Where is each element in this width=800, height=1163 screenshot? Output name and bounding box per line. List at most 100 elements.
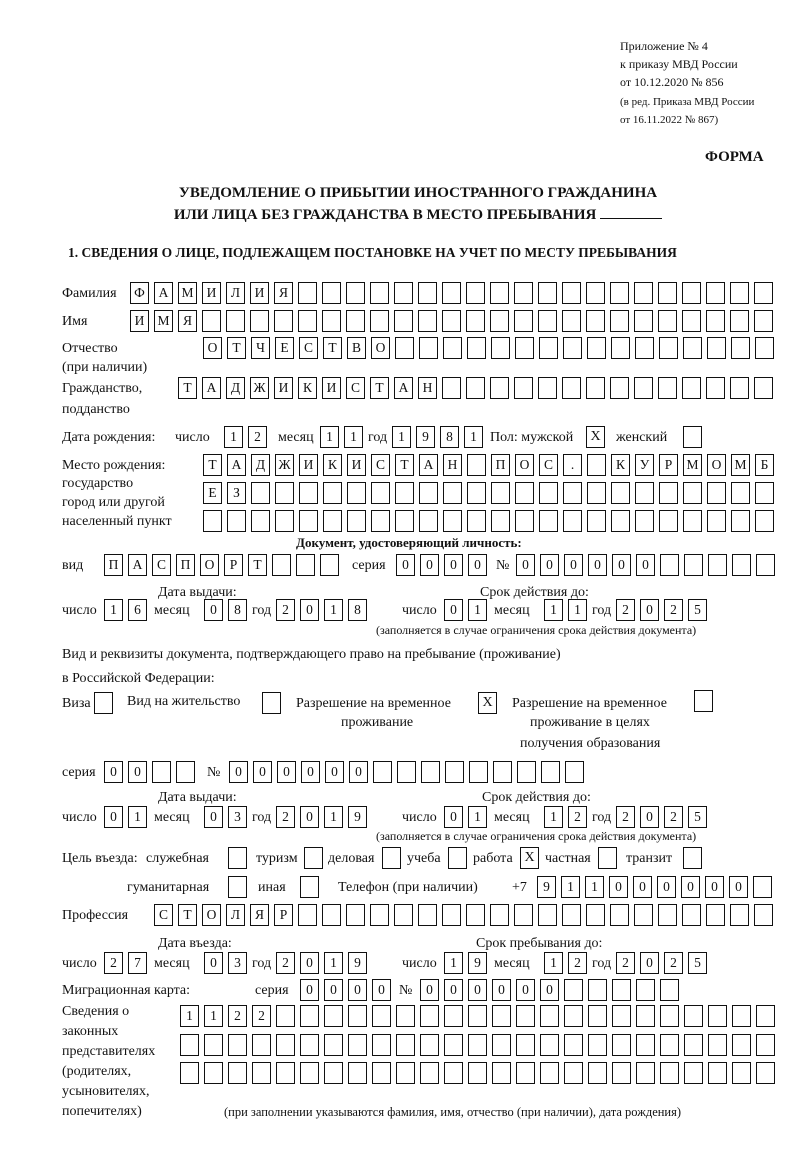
char-box[interactable]: 2 bbox=[616, 599, 635, 621]
char-box[interactable] bbox=[540, 1005, 559, 1027]
char-box[interactable] bbox=[612, 1062, 631, 1084]
trp-edu-checkbox[interactable] bbox=[694, 690, 713, 712]
char-box[interactable] bbox=[493, 761, 512, 783]
char-box[interactable]: С bbox=[346, 377, 365, 399]
char-box[interactable] bbox=[490, 310, 509, 332]
char-box[interactable] bbox=[564, 979, 583, 1001]
char-box[interactable]: 2 bbox=[248, 426, 267, 448]
char-box[interactable] bbox=[324, 1034, 343, 1056]
sex-female-checkbox[interactable] bbox=[683, 426, 702, 448]
char-box[interactable] bbox=[756, 1034, 775, 1056]
char-box[interactable] bbox=[228, 1062, 247, 1084]
char-box[interactable] bbox=[275, 482, 294, 504]
char-box[interactable] bbox=[587, 337, 606, 359]
char-box[interactable] bbox=[275, 510, 294, 532]
char-box[interactable] bbox=[706, 282, 725, 304]
char-box[interactable]: 0 bbox=[640, 806, 659, 828]
char-box[interactable]: 0 bbox=[277, 761, 296, 783]
char-box[interactable] bbox=[732, 1005, 751, 1027]
char-box[interactable]: 0 bbox=[444, 979, 463, 1001]
char-box[interactable] bbox=[252, 1034, 271, 1056]
char-box[interactable] bbox=[612, 1034, 631, 1056]
char-box[interactable] bbox=[395, 337, 414, 359]
char-box[interactable] bbox=[636, 1062, 655, 1084]
char-box[interactable] bbox=[611, 510, 630, 532]
char-box[interactable] bbox=[682, 282, 701, 304]
char-box[interactable] bbox=[516, 1005, 535, 1027]
char-box[interactable] bbox=[492, 1034, 511, 1056]
char-box[interactable]: М bbox=[154, 310, 173, 332]
char-box[interactable] bbox=[180, 1034, 199, 1056]
purpose-service-checkbox[interactable] bbox=[228, 847, 247, 869]
char-box[interactable]: Я bbox=[250, 904, 269, 926]
char-box[interactable] bbox=[420, 1034, 439, 1056]
char-box[interactable] bbox=[708, 1005, 727, 1027]
char-box[interactable]: 0 bbox=[204, 952, 223, 974]
char-box[interactable] bbox=[228, 1034, 247, 1056]
char-box[interactable]: Т bbox=[227, 337, 246, 359]
char-box[interactable] bbox=[468, 1034, 487, 1056]
char-box[interactable] bbox=[706, 310, 725, 332]
char-box[interactable]: И bbox=[274, 377, 293, 399]
char-box[interactable] bbox=[490, 904, 509, 926]
char-box[interactable] bbox=[706, 377, 725, 399]
char-box[interactable] bbox=[394, 282, 413, 304]
char-box[interactable] bbox=[660, 979, 679, 1001]
char-box[interactable] bbox=[322, 310, 341, 332]
char-box[interactable] bbox=[396, 1062, 415, 1084]
char-box[interactable] bbox=[227, 510, 246, 532]
char-box[interactable] bbox=[588, 979, 607, 1001]
char-box[interactable] bbox=[320, 554, 339, 576]
char-box[interactable] bbox=[636, 979, 655, 1001]
char-box[interactable] bbox=[658, 282, 677, 304]
char-box[interactable]: 0 bbox=[420, 554, 439, 576]
purpose-other-checkbox[interactable] bbox=[300, 876, 319, 898]
char-box[interactable] bbox=[587, 482, 606, 504]
char-box[interactable] bbox=[300, 1062, 319, 1084]
char-box[interactable]: 0 bbox=[444, 599, 463, 621]
char-box[interactable]: 2 bbox=[228, 1005, 247, 1027]
char-box[interactable]: 0 bbox=[229, 761, 248, 783]
char-box[interactable]: 0 bbox=[300, 979, 319, 1001]
char-box[interactable]: В bbox=[347, 337, 366, 359]
char-box[interactable]: О bbox=[371, 337, 390, 359]
char-box[interactable] bbox=[515, 482, 534, 504]
char-box[interactable] bbox=[466, 377, 485, 399]
char-box[interactable] bbox=[370, 904, 389, 926]
char-box[interactable] bbox=[372, 1034, 391, 1056]
char-box[interactable] bbox=[323, 510, 342, 532]
char-box[interactable]: О bbox=[707, 454, 726, 476]
char-box[interactable]: 9 bbox=[468, 952, 487, 974]
sex-male-checkbox[interactable]: X bbox=[586, 426, 605, 448]
char-box[interactable]: У bbox=[635, 454, 654, 476]
char-box[interactable] bbox=[276, 1062, 295, 1084]
char-box[interactable] bbox=[466, 282, 485, 304]
char-box[interactable] bbox=[443, 337, 462, 359]
char-box[interactable] bbox=[443, 510, 462, 532]
char-box[interactable]: 0 bbox=[348, 979, 367, 1001]
char-box[interactable]: 0 bbox=[444, 554, 463, 576]
char-box[interactable]: 0 bbox=[372, 979, 391, 1001]
char-box[interactable]: 0 bbox=[612, 554, 631, 576]
char-box[interactable] bbox=[300, 1034, 319, 1056]
char-box[interactable]: 1 bbox=[561, 876, 580, 898]
char-box[interactable] bbox=[730, 310, 749, 332]
char-box[interactable] bbox=[514, 282, 533, 304]
char-box[interactable]: 0 bbox=[705, 876, 724, 898]
char-box[interactable]: 1 bbox=[544, 806, 563, 828]
char-box[interactable]: 2 bbox=[276, 952, 295, 974]
char-box[interactable]: С bbox=[371, 454, 390, 476]
char-box[interactable]: 1 bbox=[468, 806, 487, 828]
char-box[interactable] bbox=[660, 1062, 679, 1084]
char-box[interactable] bbox=[490, 282, 509, 304]
char-box[interactable]: О bbox=[202, 904, 221, 926]
char-box[interactable] bbox=[490, 377, 509, 399]
